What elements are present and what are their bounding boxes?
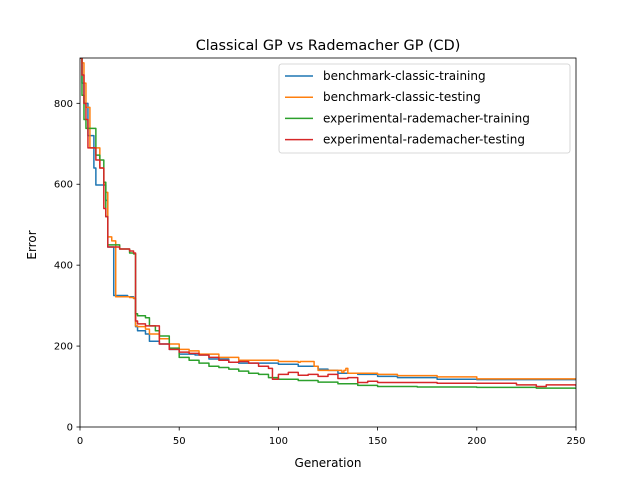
series-line-4	[80, 58, 576, 388]
x-tick-label: 200	[467, 436, 486, 447]
plot-frame	[79, 57, 577, 428]
legend-frame	[278, 63, 571, 154]
x-tick-label: 50	[173, 436, 186, 447]
x-tick-label: 100	[269, 436, 288, 447]
legend-label: benchmark-classic-testing	[323, 90, 481, 104]
x-tick-label: 250	[566, 436, 585, 447]
y-tick-label: 400	[54, 261, 73, 272]
chart-title: Classical GP vs Rademacher GP (CD)	[196, 38, 461, 54]
series-line-3	[80, 58, 576, 389]
y-tick-label: 200	[54, 342, 73, 353]
y-tick-label: 0	[67, 423, 73, 434]
series-layer	[80, 58, 576, 389]
y-tick-label: 600	[54, 180, 73, 191]
x-axis: 0 50 100 150 200 250	[77, 427, 586, 447]
legend-label: experimental-rademacher-testing	[323, 133, 525, 147]
legend: benchmark-classic-training benchmark-clas…	[278, 63, 571, 154]
legend-label: benchmark-classic-training	[323, 69, 486, 83]
x-axis-label: Generation	[295, 456, 362, 470]
y-axis: 0 200 400 600 800	[54, 99, 80, 434]
y-tick-label: 800	[54, 99, 73, 110]
x-tick-label: 0	[77, 436, 83, 447]
y-axis-label: Error	[25, 230, 39, 259]
x-tick-label: 150	[368, 436, 387, 447]
legend-label: experimental-rademacher-training	[323, 111, 530, 125]
